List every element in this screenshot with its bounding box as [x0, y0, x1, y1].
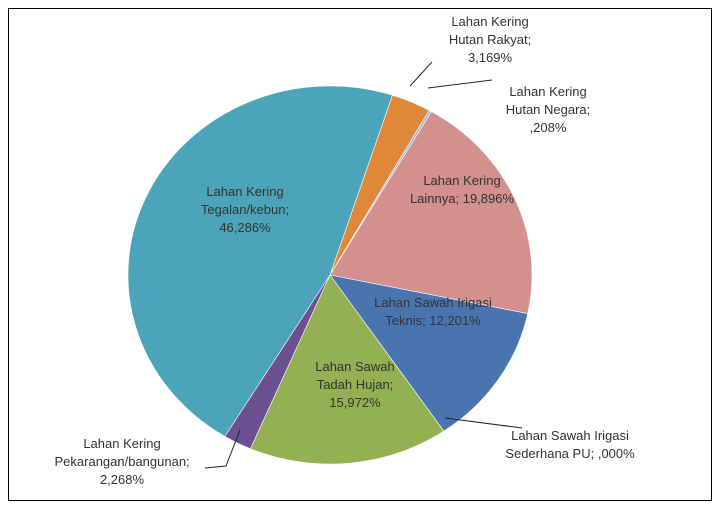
leader-line — [204, 429, 241, 469]
leader-line — [444, 417, 523, 429]
category-name: Lahan Kering Hutan Negara; — [505, 84, 591, 117]
slice-label: Lahan Kering Tegalan/kebun; 46,286% — [185, 183, 305, 237]
pie-slice — [250, 274, 445, 465]
leader-line — [427, 79, 493, 89]
chart-frame — [8, 8, 712, 501]
value-label: 15,972% — [329, 395, 381, 410]
category-name: Lahan Sawah Irigasi Teknis; — [374, 295, 492, 328]
value-label: 2,268% — [99, 472, 145, 487]
pie-slice — [329, 274, 529, 432]
value-label: 46,286% — [219, 220, 271, 235]
slice-label: Lahan Kering Pekarangan/bangunan; 2,268% — [55, 435, 190, 489]
value-label: 19,896% — [462, 191, 515, 206]
pie-slice — [329, 111, 533, 314]
value-label: 12,201% — [429, 313, 481, 328]
slice-label: Lahan Sawah Irigasi Teknis; 12,201% — [358, 294, 508, 330]
category-name: Lahan Kering Tegalan/kebun; — [200, 184, 290, 217]
category-name: Lahan Kering Lainnya; — [409, 173, 501, 206]
slice-label: Lahan Sawah Irigasi Sederhana PU; ,000% — [505, 427, 635, 463]
value-label: ,000% — [597, 446, 635, 461]
leader-line — [409, 61, 433, 87]
category-name: Lahan Kering Pekarangan/bangunan; — [54, 436, 190, 469]
pie-slice — [127, 85, 393, 437]
slice-label: Lahan Sawah Tadah Hujan; 15,972% — [300, 358, 410, 412]
value-label: 3,169% — [467, 50, 513, 65]
category-name: Lahan Kering Hutan Rakyat; — [448, 14, 532, 47]
category-name: Lahan Sawah Tadah Hujan; — [315, 359, 395, 392]
category-name: Lahan Sawah Irigasi Sederhana PU; — [505, 428, 629, 461]
slice-label: Lahan Kering Hutan Negara; ,208% — [492, 83, 604, 137]
value-label: ,208% — [529, 120, 567, 135]
slice-label: Lahan Kering Hutan Rakyat; 3,169% — [435, 13, 545, 67]
slice-label: Lahan Kering Lainnya; 19,896% — [400, 172, 525, 208]
